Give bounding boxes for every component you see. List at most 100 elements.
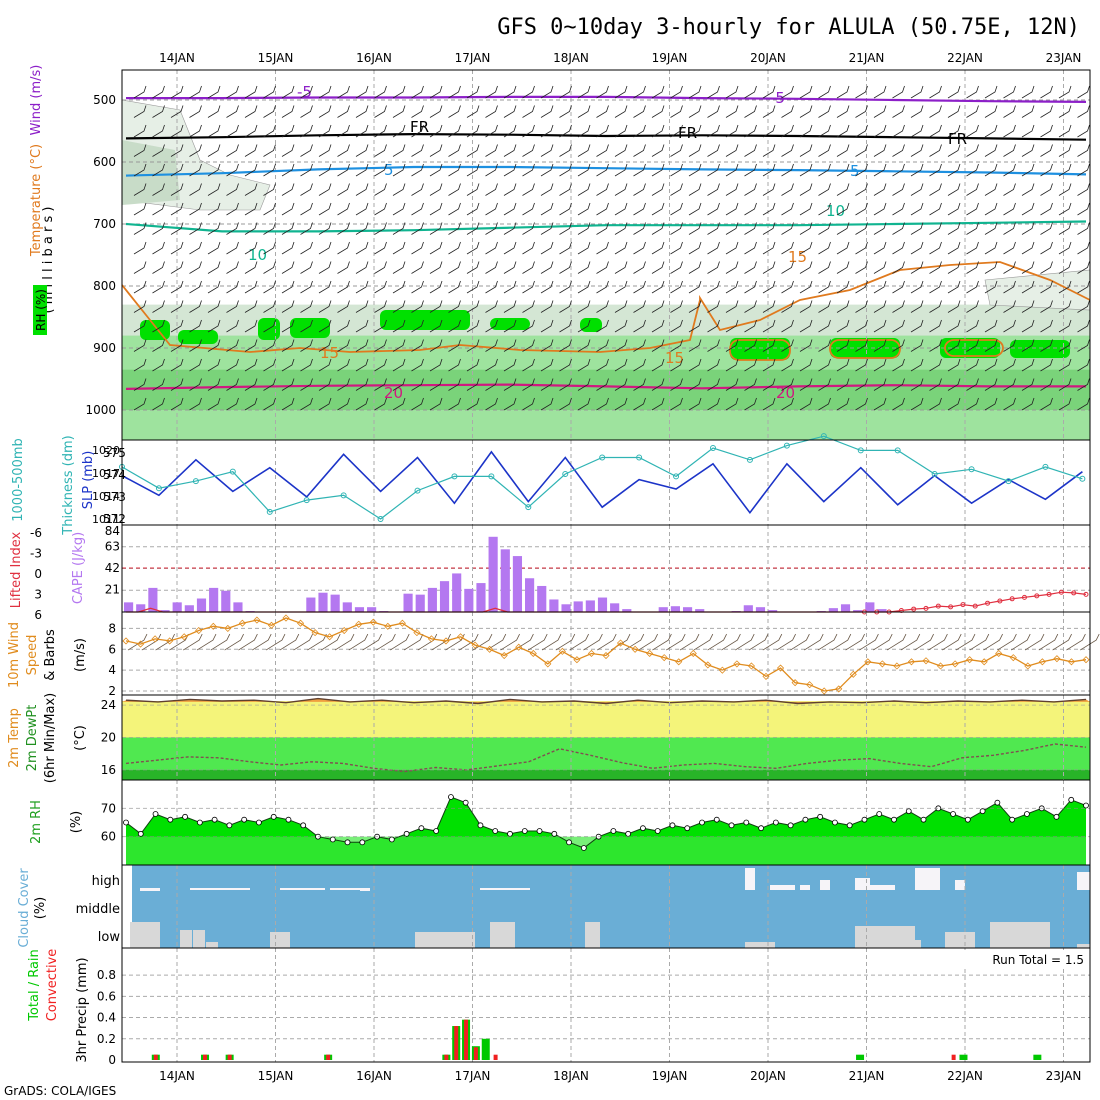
rh2m-marker xyxy=(256,819,262,826)
wind-barb xyxy=(244,319,258,333)
rh2m-marker xyxy=(699,819,705,826)
wind-barb xyxy=(1003,222,1016,235)
wind-barb xyxy=(762,280,776,294)
wind-barb xyxy=(244,202,258,216)
wind-barb xyxy=(1077,261,1090,274)
wind-barb xyxy=(984,124,998,138)
wind-barb xyxy=(762,222,776,235)
wind-barb xyxy=(1058,241,1072,255)
wind-barb xyxy=(226,222,239,235)
contour-label: -5 xyxy=(770,89,785,107)
wind-barb xyxy=(781,261,794,274)
wind-barb xyxy=(540,222,554,235)
wind-barb xyxy=(910,280,924,294)
wind-barb xyxy=(1077,339,1090,352)
wind-barb xyxy=(688,124,702,138)
wind-barb xyxy=(263,378,276,391)
wind-barb xyxy=(799,222,813,235)
top-date-labels: 14JAN 15JAN 16JAN 17JAN 18JAN 19JAN 20JAN 21JAN… xyxy=(159,51,1081,65)
rh2m-marker xyxy=(950,811,956,817)
top-date-label: 18JAN xyxy=(553,51,589,65)
wind-barb xyxy=(503,378,517,391)
wind-barb xyxy=(152,85,165,99)
wind-barb xyxy=(392,319,406,333)
wind-barb xyxy=(596,222,609,235)
wind-barb xyxy=(910,105,924,118)
wind-barb xyxy=(707,280,720,294)
wind-barb xyxy=(744,124,757,138)
low-cloud-block xyxy=(415,932,475,948)
wind-barb xyxy=(929,300,942,313)
wind-barb xyxy=(466,222,480,235)
wind-barb xyxy=(337,85,350,99)
wind-barb xyxy=(1003,183,1016,196)
wind-speed-marker xyxy=(471,641,479,649)
rh2m-marker xyxy=(152,811,159,817)
wind-barb xyxy=(244,339,258,352)
wind-barb xyxy=(633,85,646,99)
wind-barb xyxy=(1040,300,1053,313)
top-date-label: 15JAN xyxy=(258,51,294,65)
wind-barb xyxy=(318,163,332,177)
wind-barb xyxy=(133,202,147,216)
rh2m-marker xyxy=(167,816,174,823)
wind-barb xyxy=(1058,358,1072,372)
high-cloud-block xyxy=(820,880,830,890)
pressure-tick-label: 1000 xyxy=(85,403,116,417)
wind-barb xyxy=(836,319,850,333)
wind-barb xyxy=(762,105,776,118)
li-marker xyxy=(948,604,954,610)
wind-barb xyxy=(448,222,461,235)
wind-speed-marker xyxy=(922,657,930,665)
cape-bar xyxy=(209,587,219,612)
wind-barb xyxy=(133,124,147,138)
rh2m-marker xyxy=(728,822,735,829)
wind-barb xyxy=(392,339,406,352)
wind-barb xyxy=(1003,300,1016,313)
cape-bar xyxy=(840,604,851,612)
wind-speed-marker xyxy=(500,651,508,660)
wind-barb xyxy=(707,300,720,313)
wind-speed-marker xyxy=(820,687,828,695)
precip-conv-bar xyxy=(153,1054,158,1060)
wind-barb xyxy=(688,241,702,255)
wind-barb xyxy=(1077,378,1090,391)
wind-barb xyxy=(947,358,961,372)
wind-barb xyxy=(651,183,665,196)
precip-conv-bar xyxy=(326,1054,331,1060)
thickness-marker xyxy=(820,433,827,440)
wind10m-barb xyxy=(210,633,231,651)
wind-barb xyxy=(966,261,979,274)
contour-label: 5 xyxy=(384,161,394,179)
wind-speed-marker xyxy=(267,621,276,629)
wind-barb xyxy=(392,202,406,216)
pressure-tick-label: 900 xyxy=(93,341,116,355)
wind-barb xyxy=(596,339,609,352)
isotherm-5 xyxy=(125,165,1087,177)
wind-barb xyxy=(300,85,313,99)
wind-barb xyxy=(355,339,369,352)
wind-barb xyxy=(577,85,591,99)
rh2m-marker xyxy=(920,816,927,823)
wind-barb xyxy=(688,105,702,118)
wind-barb xyxy=(966,163,979,177)
wind-barb xyxy=(1003,339,1016,352)
wind-barb xyxy=(374,183,387,196)
isotherm-15-loop xyxy=(829,339,901,359)
wind-barb xyxy=(392,280,406,294)
slp-tick-label: 1014 xyxy=(92,490,120,503)
wind-barb xyxy=(855,163,868,177)
wind-barb xyxy=(466,144,480,157)
wind-barb xyxy=(448,378,461,391)
wind-barb xyxy=(910,378,924,391)
cape-bar xyxy=(221,590,231,612)
wind-barb xyxy=(466,397,480,411)
wind-barb xyxy=(633,202,646,216)
wind-barb xyxy=(226,280,239,294)
wind-barb xyxy=(633,222,646,235)
wind10m-barb xyxy=(762,633,783,651)
wind-barb xyxy=(448,105,461,118)
wind-barb xyxy=(374,358,387,372)
wind-barb xyxy=(448,241,461,255)
wind-barb xyxy=(411,339,424,352)
